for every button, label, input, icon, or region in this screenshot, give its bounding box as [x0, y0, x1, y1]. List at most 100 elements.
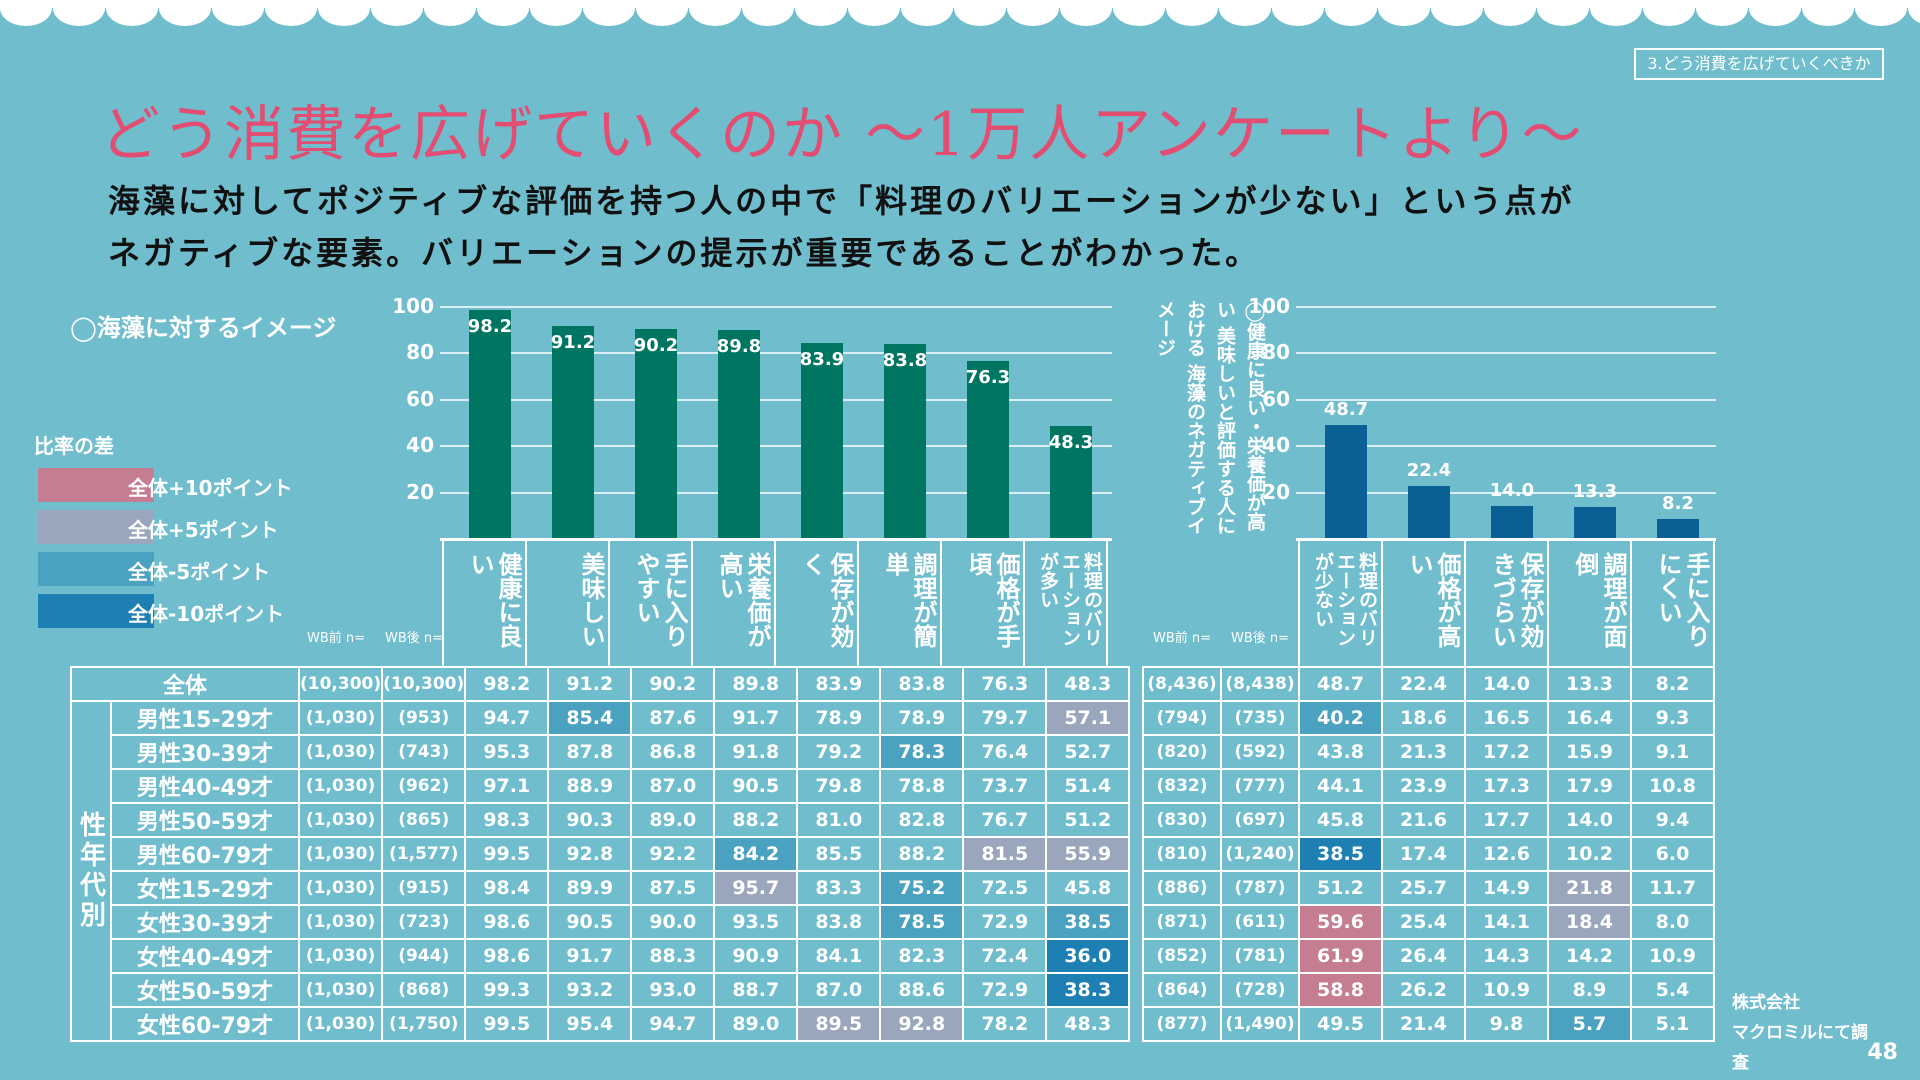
table-row: (886) (787) 51.2 25.7 14.9 21.8 11.7: [1142, 870, 1715, 906]
value-cell: 87.5: [630, 870, 716, 906]
header-divider: [442, 538, 444, 666]
table-left: 全体 (10,300) (10,300) 98.2 91.2 90.2 89.8 83.9 83…: [70, 666, 1131, 1042]
value-cell: 61.9: [1298, 938, 1383, 974]
table-row: (864) (728) 58.8 26.2 10.9 8.9 5.4: [1142, 972, 1715, 1008]
wb-after-header-right: WB後 n=: [1230, 631, 1290, 646]
table-row: (830) (697) 45.8 21.6 17.7 14.0 9.4: [1142, 802, 1715, 838]
value-cell: 14.0: [1547, 802, 1632, 838]
header-divider: [1630, 538, 1632, 666]
value-cell: 78.8: [879, 768, 965, 804]
value-cell: 91.2: [547, 666, 633, 702]
value-cell: 81.0: [796, 802, 882, 838]
value-cell: 17.3: [1464, 768, 1549, 804]
value-cell: 91.7: [547, 938, 633, 974]
table-row: 全体 (10,300) (10,300) 98.2 91.2 90.2 89.8 83.9 83…: [70, 666, 1131, 702]
value-cell: 36.0: [1045, 938, 1131, 974]
corp-credit: 株式会社 マクロミルにて調査: [1732, 988, 1882, 1078]
n-before-cell: (830): [1142, 802, 1222, 838]
column-header: 栄養価が高い: [715, 552, 771, 648]
wb-after-header-left: WB後 n=: [384, 631, 444, 646]
n-after-cell: (743): [381, 734, 467, 770]
value-cell: 25.4: [1381, 904, 1466, 940]
value-cell: 79.8: [796, 768, 882, 804]
value-cell: 94.7: [464, 700, 550, 736]
n-before-cell: (10,300): [297, 666, 384, 702]
bar-left-2: [635, 328, 677, 538]
value-cell: 59.6: [1298, 904, 1383, 940]
header-divider: [1106, 538, 1108, 666]
y-tick-label-left: 20: [406, 479, 434, 504]
row-label: 女性40-49才: [110, 938, 300, 974]
bar-left-7: [1050, 425, 1092, 538]
value-cell: 86.8: [630, 734, 716, 770]
value-cell: 55.9: [1045, 836, 1131, 872]
y-tick-label-left: 80: [406, 340, 434, 365]
n-before-cell: (820): [1142, 734, 1222, 770]
value-cell: 45.8: [1045, 870, 1131, 906]
value-cell: 17.7: [1464, 802, 1549, 838]
legend-label-m10: 全体-10ポイント: [128, 602, 285, 626]
gridline-right: [1296, 306, 1716, 308]
page-number: 48: [1867, 1040, 1898, 1065]
n-after-cell: (723): [381, 904, 467, 940]
value-cell: 52.7: [1045, 734, 1131, 770]
table-row: (871) (611) 59.6 25.4 14.1 18.4 8.0: [1142, 904, 1715, 940]
table-row: 男性60-79才 (1,030) (1,577) 99.5 92.8 92.2 84.2 85…: [71, 836, 1131, 872]
bar-value-label: 22.4: [1406, 460, 1452, 482]
bar-left-4: [801, 343, 843, 538]
section-tag: 3.どう消費を広げていくべきか: [1634, 48, 1884, 80]
gridline-left: [440, 398, 1112, 401]
header-divider: [857, 538, 859, 666]
value-cell: 16.4: [1547, 700, 1632, 736]
value-cell: 90.5: [547, 904, 633, 940]
value-cell: 40.2: [1298, 700, 1383, 736]
value-cell: 89.8: [713, 666, 799, 702]
y-tick-label-right: 20: [1262, 479, 1290, 504]
table-row: (832) (777) 44.1 23.9 17.3 17.9 10.8: [1142, 768, 1715, 804]
value-cell: 90.9: [713, 938, 799, 974]
row-label: 女性30-39才: [110, 904, 300, 940]
n-before-cell: (810): [1142, 836, 1222, 872]
n-after-cell: (728): [1220, 972, 1300, 1008]
value-cell: 57.1: [1045, 700, 1131, 736]
n-after-cell: (944): [381, 938, 467, 974]
y-tick-label-right: 80: [1262, 340, 1290, 365]
value-cell: 48.7: [1298, 666, 1383, 702]
gridline-right: [1296, 398, 1716, 401]
corp-line-2: マクロミルにて調査: [1732, 1023, 1868, 1073]
gridline-left: [440, 352, 1112, 355]
value-cell: 95.4: [547, 1006, 633, 1042]
header-divider: [774, 538, 776, 666]
column-header: 手に入りやすい: [632, 552, 688, 648]
value-cell: 9.1: [1630, 734, 1715, 770]
table-row: 女性40-49才 (1,030) (944) 98.6 91.7 88.3 90.9 84.1…: [71, 938, 1131, 974]
value-cell: 17.2: [1464, 734, 1549, 770]
header-divider: [1713, 538, 1715, 666]
value-cell: 22.4: [1381, 666, 1466, 702]
subtitle-line-2: ネガティブな要素。バリエーションの提示が重要であることがわかった。: [108, 234, 1261, 272]
gridline-right: [1296, 352, 1716, 355]
row-label: 女性60-79才: [110, 1006, 300, 1042]
n-after-cell: (865): [381, 802, 467, 838]
n-after-cell: (1,240): [1220, 836, 1300, 872]
value-cell: 38.5: [1298, 836, 1383, 872]
bar-left-5: [884, 343, 926, 538]
row-label: 女性50-59才: [110, 972, 300, 1008]
n-before-cell: (886): [1142, 870, 1222, 906]
n-after-cell: (697): [1220, 802, 1300, 838]
value-cell: 83.9: [796, 666, 882, 702]
column-header: 保存が効く: [798, 552, 854, 648]
row-label: 男性60-79才: [110, 836, 300, 872]
value-cell: 92.2: [630, 836, 716, 872]
scalloped-border: [0, 0, 1920, 26]
value-cell: 8.2: [1630, 666, 1715, 702]
value-cell: 76.4: [962, 734, 1048, 770]
value-cell: 85.4: [547, 700, 633, 736]
table-row: 女性15-29才 (1,030) (915) 98.4 89.9 87.5 95.7 83.3…: [71, 870, 1131, 906]
value-cell: 44.1: [1298, 768, 1383, 804]
value-cell: 76.3: [962, 666, 1048, 702]
header-divider: [1381, 538, 1383, 666]
value-cell: 83.8: [796, 904, 882, 940]
value-cell: 10.9: [1630, 938, 1715, 974]
n-after-cell: (962): [381, 768, 467, 804]
